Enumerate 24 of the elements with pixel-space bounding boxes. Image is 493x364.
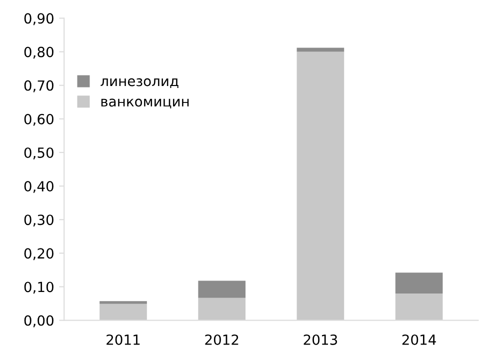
y-tick-label: 0,80 xyxy=(24,46,54,59)
y-tick-label: 0,20 xyxy=(24,248,54,260)
y-tick-label: 0,30 xyxy=(24,214,54,227)
bar xyxy=(296,48,344,52)
bar xyxy=(296,52,344,320)
bar xyxy=(198,280,246,298)
x-tick-label: 2012 xyxy=(205,334,238,345)
y-tick-label: 0,90 xyxy=(24,13,54,26)
y-tick-label: 0,00 xyxy=(24,315,54,328)
bar xyxy=(100,301,147,304)
x-tick-label: 2011 xyxy=(106,334,140,345)
bar xyxy=(100,304,147,320)
bar xyxy=(395,293,443,320)
y-tick-label: 0,10 xyxy=(24,282,54,294)
legend-label: линезолид xyxy=(100,78,178,88)
x-tick-label: 2013 xyxy=(304,334,338,345)
legend-label: ванкомицин xyxy=(101,98,189,108)
x-tick-label: 2014 xyxy=(402,334,436,345)
bar xyxy=(198,298,246,320)
y-tick-label: 0,60 xyxy=(24,114,54,126)
y-tick-label: 0,40 xyxy=(24,181,54,193)
y-tick-label: 0,70 xyxy=(24,80,54,92)
bar xyxy=(395,272,443,294)
y-tick-label: 0,50 xyxy=(24,147,54,160)
